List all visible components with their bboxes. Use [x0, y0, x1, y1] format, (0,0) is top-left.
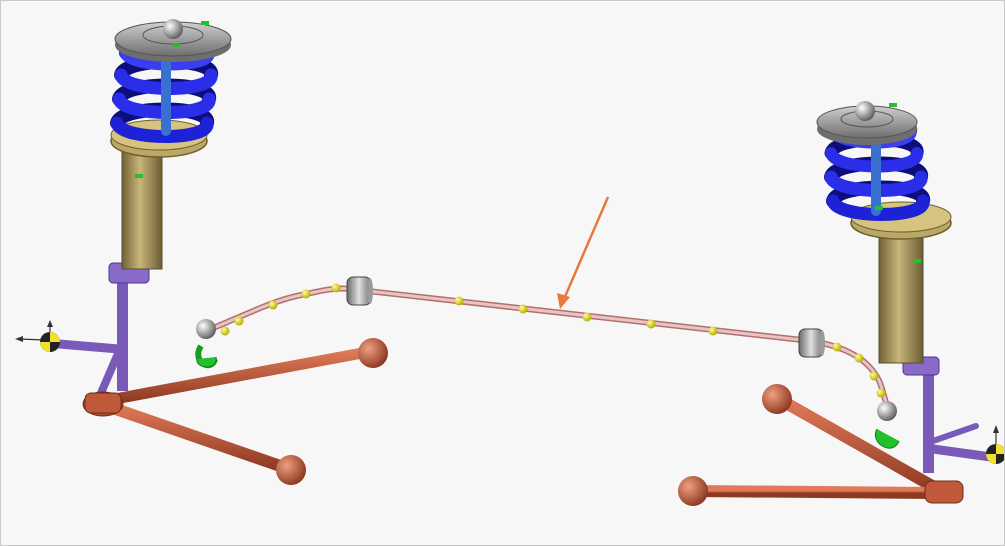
bar-point [331, 283, 341, 293]
right-compass-manipulator[interactable] [986, 425, 1004, 464]
bar-point [268, 300, 278, 310]
right-top-mount[interactable] [816, 101, 918, 210]
bar-point [234, 316, 244, 326]
right-end-link[interactable] [874, 401, 900, 449]
left-compass-manipulator[interactable] [15, 320, 60, 352]
left-lower-control-arm[interactable] [82, 338, 388, 485]
bar-point [301, 289, 311, 299]
bar-point [854, 353, 864, 363]
left-bushing[interactable] [346, 276, 373, 306]
bar-point [708, 326, 718, 336]
stabilizer-bar[interactable] [195, 276, 900, 449]
annotation-arrow [557, 196, 610, 309]
bar-point [518, 304, 528, 314]
bar-point [454, 296, 464, 306]
stabilizer-bar-points [220, 283, 886, 398]
left-knuckle[interactable] [54, 262, 150, 397]
right-marker [913, 259, 921, 263]
right-strut-assembly[interactable] [816, 101, 1004, 473]
right-bushing[interactable] [798, 328, 825, 358]
right-lower-control-arm[interactable] [678, 384, 964, 506]
bar-point [646, 319, 656, 329]
left-strut-assembly[interactable] [15, 19, 232, 397]
bar-point [220, 326, 230, 336]
right-knuckle[interactable] [902, 356, 996, 473]
left-marker [135, 174, 143, 178]
left-end-link[interactable] [195, 319, 218, 368]
bar-point [582, 312, 592, 322]
left-strut-body[interactable] [121, 150, 163, 270]
right-strut-body[interactable] [878, 232, 924, 364]
bar-point [869, 371, 879, 381]
left-top-mount[interactable] [114, 19, 232, 62]
bar-point [876, 388, 886, 398]
bar-point [832, 342, 842, 352]
